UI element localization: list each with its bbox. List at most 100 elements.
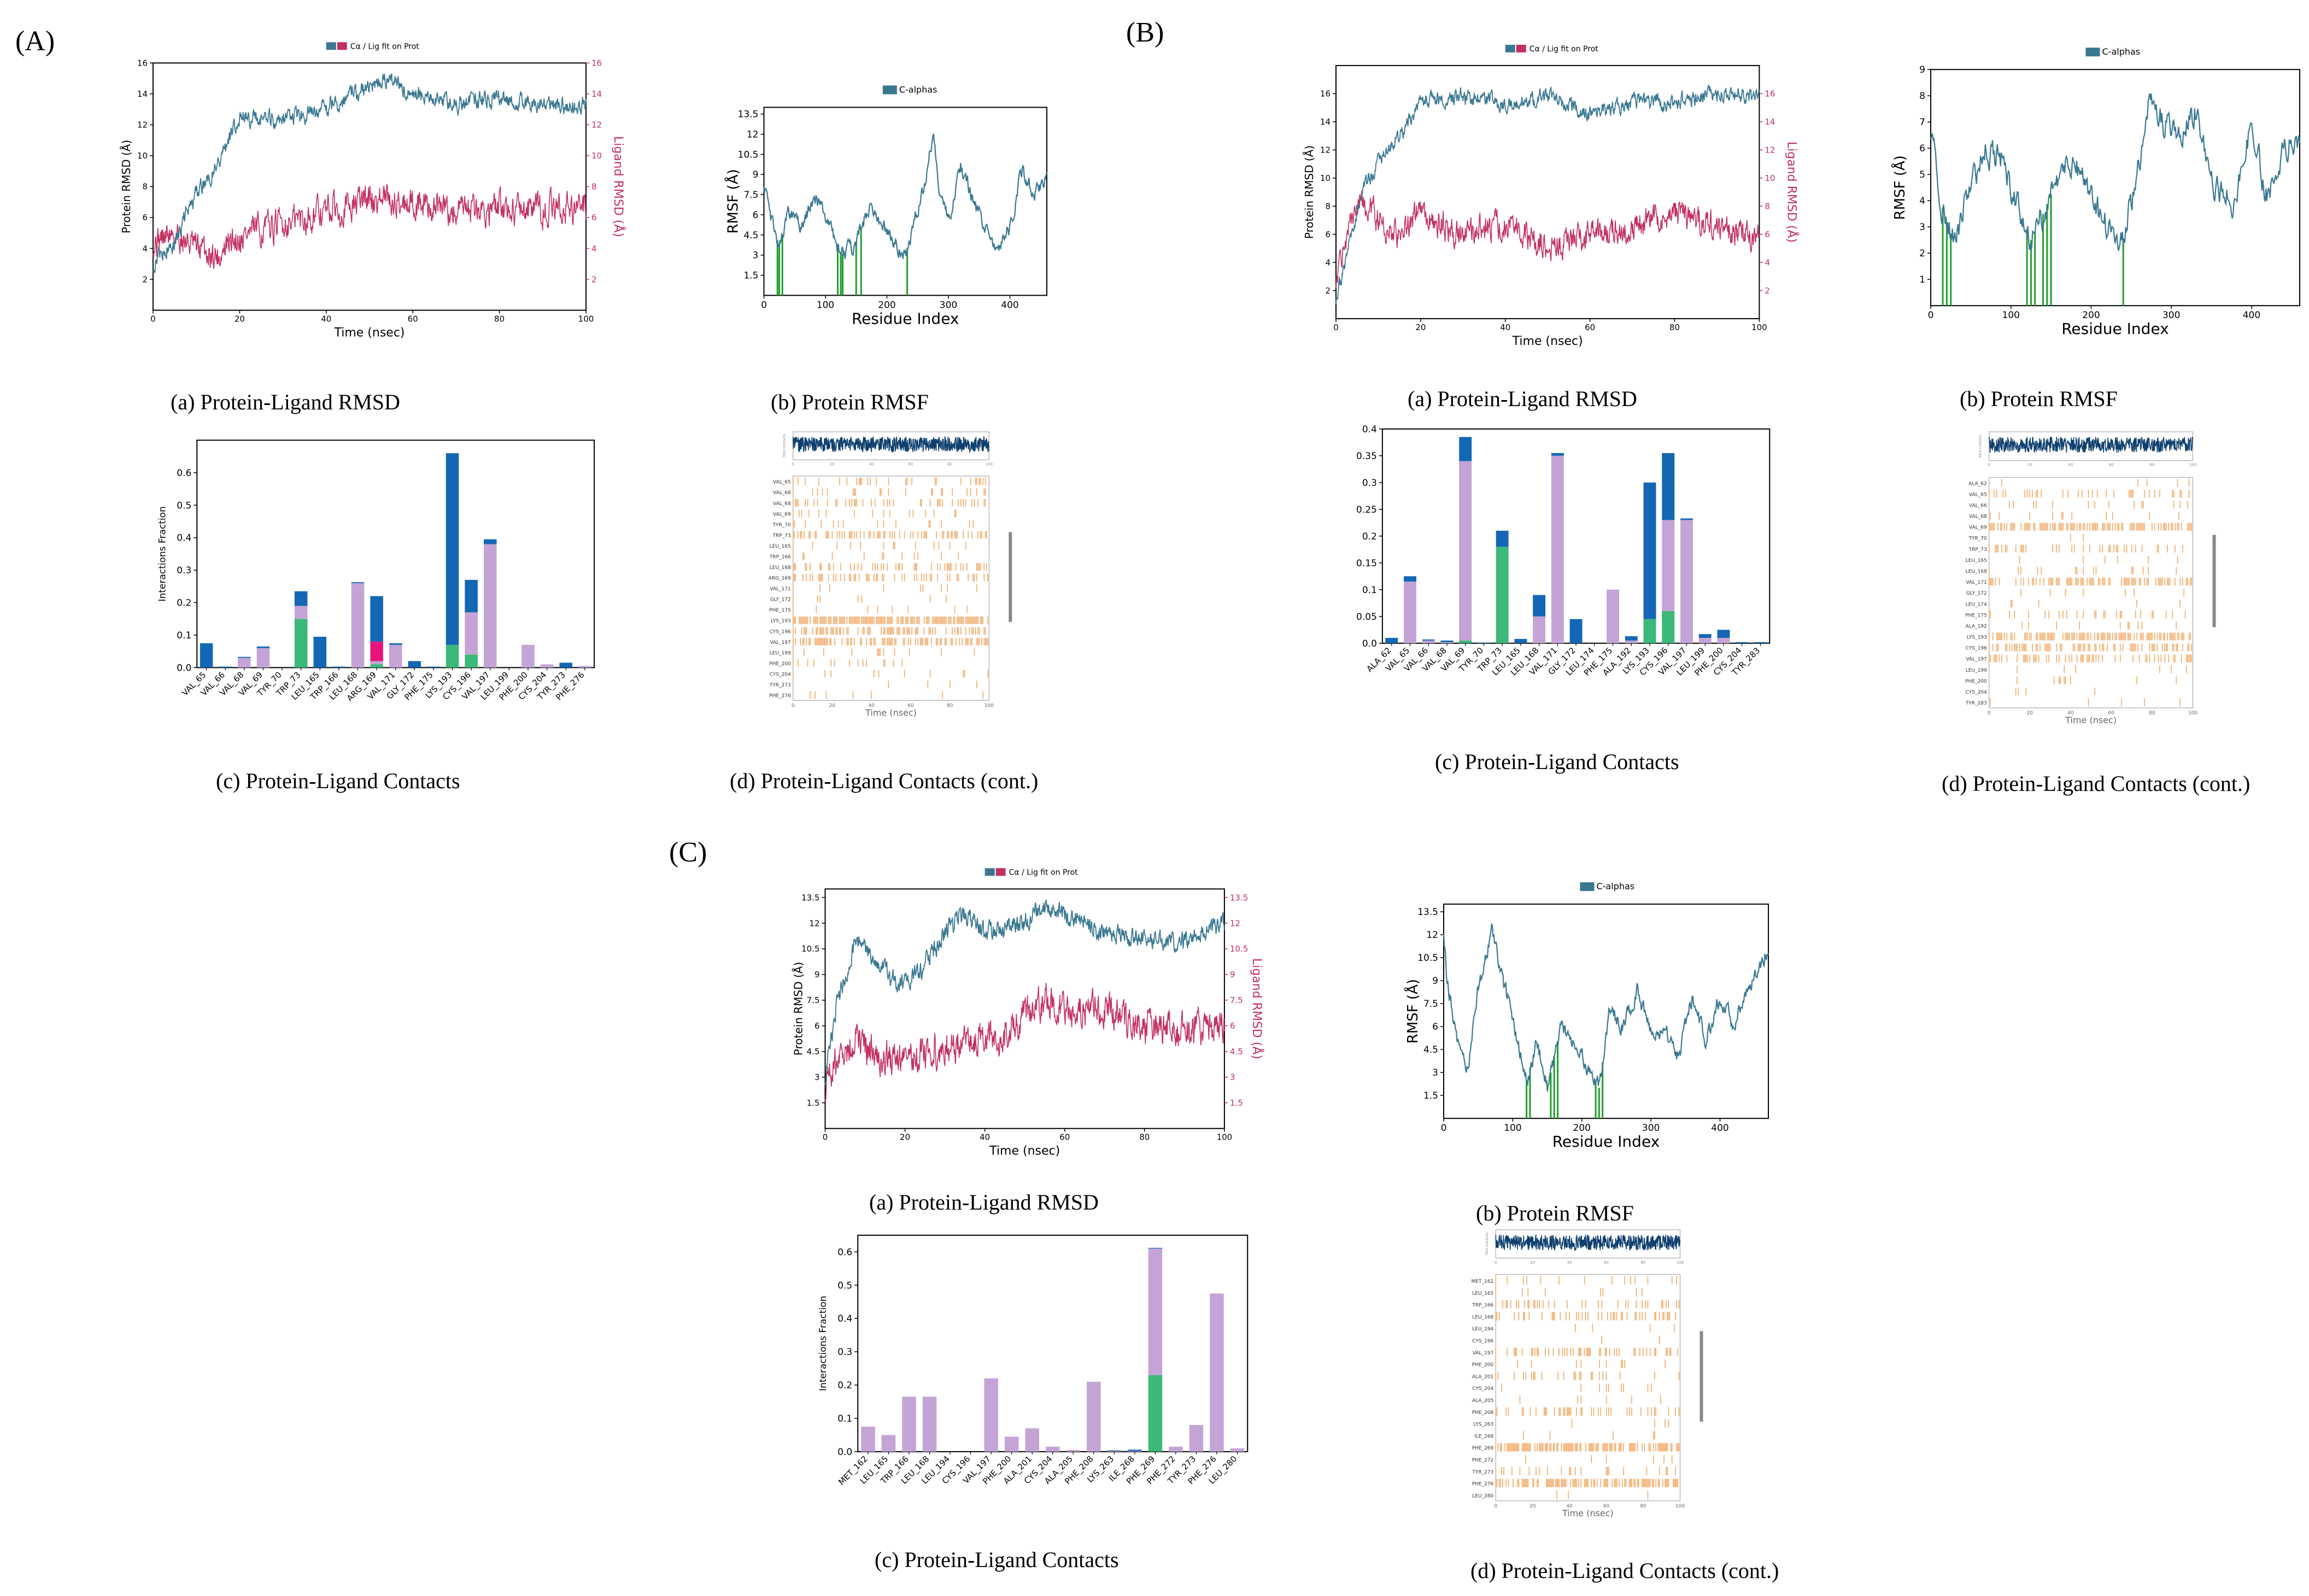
bar-hydrophobic: [1169, 1446, 1183, 1452]
residue-row-label: VAL_69: [773, 512, 791, 517]
x-axis-label: Time (nsec): [1512, 335, 1583, 348]
y-tick-label: 6: [1919, 143, 1925, 154]
bar-water-bridge: [1128, 1450, 1142, 1451]
protein-rmsd-line: [153, 73, 587, 273]
residue-row-label: VAL_66: [1969, 503, 1987, 508]
y-tick-label: 3: [1432, 1067, 1438, 1078]
bar-hydrophobic: [370, 661, 383, 665]
total-contacts-line: [1989, 436, 2194, 453]
bar-water-bridge: [1440, 640, 1454, 642]
residue-contact-ticks: [1495, 1347, 1679, 1357]
y-tick-label: 5: [1919, 169, 1925, 180]
x-axis-label: Time (nsec): [2065, 715, 2117, 725]
caption-c-timeline: (d) Protein-Ligand Contacts (cont.): [1470, 1558, 1779, 1583]
y-tick-label: 2: [142, 274, 148, 284]
bar-hydrophobic: [521, 644, 535, 668]
y-tick-label: 6: [753, 210, 759, 221]
bar-water-bridge: [313, 636, 327, 668]
bar-water-bridge: [1533, 595, 1546, 617]
caption-b-timeline: (d) Protein-Ligand Contacts (cont.): [1942, 771, 2251, 796]
residue-row-label: TYR_70: [772, 523, 791, 528]
y-tick-label: 10: [137, 151, 148, 161]
residue-contact-ticks: [1990, 699, 2181, 707]
bar-water-bridge: [370, 596, 383, 642]
residue-contact-ticks: [2019, 555, 2178, 564]
y-tick-label: 0.1: [1362, 585, 1377, 596]
legend-swatch-protein: [326, 42, 336, 50]
x-tick-label: 200: [878, 300, 895, 310]
plot-frame: [196, 439, 595, 668]
bar-water-bridge: [332, 666, 345, 668]
total-contacts-label: Total Contacts: [783, 434, 787, 457]
chart-c-rmsd: 0 20 40 60 80 100 1.5 1.5 3 3 4.5 4.5 6 6 7.5 7.5 9 9 10.5…: [792, 868, 1264, 1158]
plot-frame: [1930, 69, 2300, 307]
bar-hydrophobic: [1717, 638, 1730, 643]
residue-contact-ticks: [2015, 687, 2095, 695]
x-axis-label: Residue Index: [852, 309, 959, 327]
bar-hydrophobic: [1440, 642, 1454, 643]
y2-tick-label: 9: [1230, 970, 1235, 979]
y-tick-label: 1: [1919, 274, 1925, 285]
bar-water-bridge: [1643, 482, 1656, 619]
residue-row-label: TRP_73: [1968, 547, 1987, 553]
y-tick-label: 13.5: [1417, 907, 1438, 918]
caption-c-contacts: (c) Protein-Ligand Contacts: [875, 1547, 1119, 1572]
strip-tick-label: 100: [1677, 1260, 1684, 1265]
y-tick-label: 0.1: [837, 1413, 852, 1424]
x-tick-label: 300: [1642, 1123, 1660, 1134]
y-tick-label: 12: [137, 120, 148, 130]
y-tick-label: 0.15: [1356, 558, 1377, 569]
plot-frame: [857, 1234, 1249, 1452]
residue-contact-ticks: [793, 617, 988, 624]
x-tick-label: 80: [2149, 711, 2155, 716]
y-tick-label: 0.1: [177, 630, 191, 641]
residue-contact-ticks: [793, 659, 902, 667]
residue-contact-ticks: [793, 595, 947, 603]
bar-hydrophobic: [294, 606, 308, 619]
bar-water-bridge: [1698, 634, 1712, 638]
y2-tick-label: 6: [1765, 230, 1770, 239]
legend-label: C-alphas: [1596, 881, 1634, 891]
x-tick-label: 200: [1573, 1123, 1591, 1134]
residue-contact-ticks: [793, 531, 987, 539]
y2-tick-label: 10: [1765, 173, 1775, 183]
strip-tick-label: 40: [869, 462, 874, 466]
bar-water-bridge: [408, 661, 421, 668]
bar-hydrophobic: [902, 1396, 916, 1452]
bar-water-bridge: [219, 666, 232, 668]
x-tick-label: 60: [907, 703, 914, 708]
residue-row-label: PHE_269: [1472, 1446, 1494, 1451]
residue-contact-ticks: [793, 627, 986, 635]
chart-c-rmsf: 0 100 200 300 400 1.5 3 4.5 6 7.5 9 10.5 12 13.5 C-alp…: [1404, 881, 1769, 1151]
x-tick-label: 0: [792, 703, 795, 708]
x-tick-label: 80: [947, 703, 953, 708]
x-tick-label: 40: [321, 314, 331, 324]
colorbar: [1009, 532, 1012, 622]
y-axis-label: RMSF (Å): [1404, 979, 1421, 1043]
residue-row-label: LEU_199: [770, 650, 791, 656]
residue-contact-ticks: [1525, 1455, 1673, 1464]
residue-contact-ticks: [2001, 479, 2190, 487]
residue-contact-ticks: [793, 584, 977, 592]
x-tick-label: 0: [150, 314, 156, 324]
bar-hydrophobic: [578, 666, 591, 668]
y-tick-label: 14: [137, 89, 148, 99]
residue-contact-ticks: [1495, 1276, 1677, 1285]
bar-water-bridge: [1514, 638, 1527, 643]
y-tick-label: 0.3: [837, 1347, 852, 1358]
residue-contact-ticks: [793, 648, 975, 656]
x-tick-label: 40: [1566, 1504, 1573, 1509]
chart-c-timeline: Total Contacts 0 20 40 60 80 100 MET_162 LEU_165…: [1472, 1229, 1703, 1518]
rmsf-line: [1930, 93, 2301, 251]
x-tick-label: 20: [235, 314, 245, 324]
y-tick-label: 0.4: [837, 1313, 852, 1324]
y-tick-label: 0.25: [1356, 504, 1377, 515]
residue-row-label: VAL_69: [1969, 525, 1987, 531]
plot-frame: [824, 888, 1225, 1129]
strip-tick-label: 100: [986, 462, 993, 466]
y-tick-label: 4: [1919, 196, 1925, 207]
residue-contact-ticks: [793, 552, 959, 560]
y-axis-label: RMSF (Å): [1891, 155, 1908, 220]
y-tick-label: 10.5: [801, 944, 819, 954]
residue-row-label: GLY_172: [770, 597, 791, 603]
